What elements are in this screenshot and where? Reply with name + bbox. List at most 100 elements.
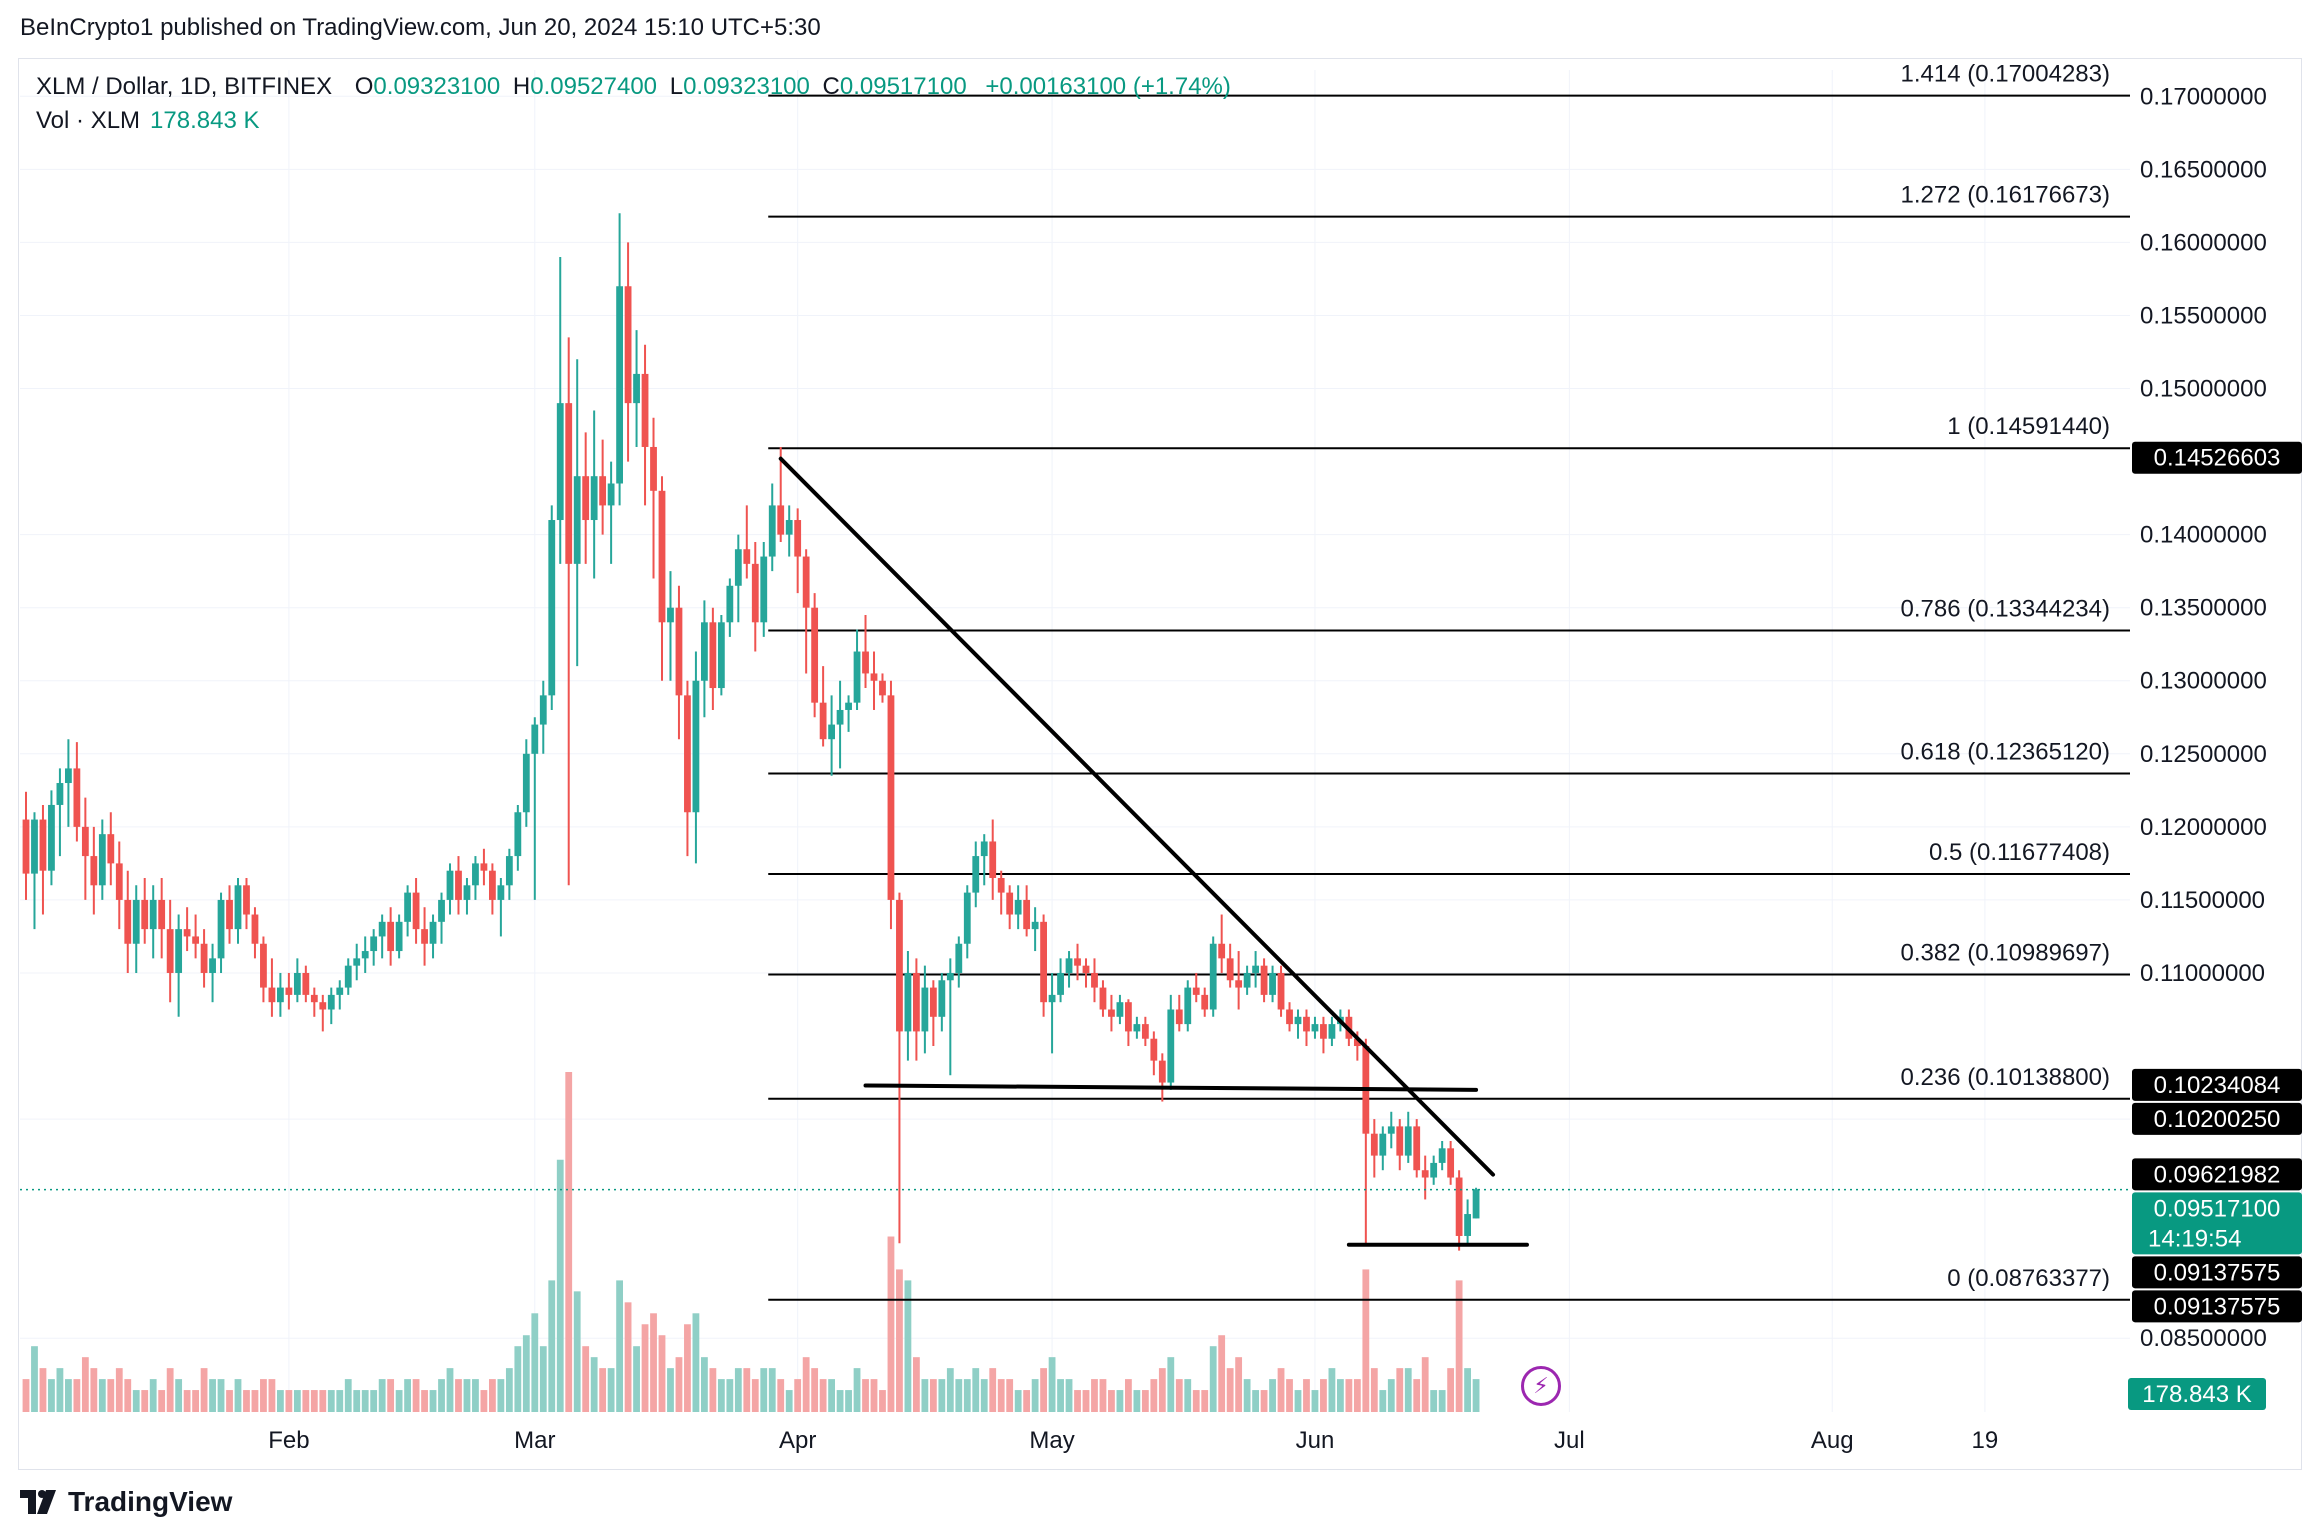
- volume-bar: [124, 1379, 132, 1412]
- candle-body: [395, 921, 403, 952]
- volume-bar: [22, 1379, 30, 1412]
- volume-bar: [1328, 1368, 1336, 1412]
- candle-body: [624, 286, 632, 404]
- volume-bar: [81, 1357, 89, 1412]
- candle-body: [438, 899, 445, 922]
- candle-body: [489, 870, 496, 900]
- candle-body: [336, 987, 344, 995]
- candle-body: [913, 972, 920, 1032]
- candle-body: [1226, 958, 1234, 981]
- close-value: 0.09517100: [839, 73, 967, 100]
- candle-body: [132, 899, 140, 944]
- candle-body: [582, 476, 590, 521]
- candle-body: [1006, 892, 1014, 915]
- volume-label: Vol · XLM: [36, 107, 141, 134]
- price-badge-label: 0.09517100: [2154, 1195, 2281, 1222]
- volume-bar: [200, 1368, 208, 1412]
- y-tick-label: 0.16000000: [2140, 229, 2267, 256]
- high-value: 0.09527400: [530, 73, 658, 100]
- lightning-icon[interactable]: ⚡: [1521, 1366, 1561, 1406]
- candle-body: [1413, 1126, 1421, 1171]
- candle-body: [794, 520, 802, 557]
- candle-body: [1074, 958, 1081, 966]
- candle-body: [658, 490, 666, 623]
- volume-bar: [896, 1269, 903, 1412]
- candle-body: [921, 987, 929, 1032]
- candle-body: [115, 863, 123, 900]
- volume-bar: [870, 1379, 878, 1412]
- volume-bar: [1116, 1390, 1124, 1412]
- tradingview-brand: TradingView: [68, 1486, 233, 1517]
- y-tick-label: 0.13000000: [2140, 668, 2267, 695]
- price-badge: [2132, 1102, 2302, 1135]
- x-tick-label: Feb: [268, 1427, 309, 1454]
- volume-bar: [1082, 1390, 1090, 1412]
- volume-bar: [412, 1379, 420, 1412]
- volume-bar: [1421, 1357, 1429, 1412]
- x-tick-label: Jul: [1554, 1427, 1585, 1454]
- candle-body: [548, 520, 556, 696]
- candle-body: [904, 972, 912, 1032]
- volume-bar: [955, 1379, 963, 1412]
- candle-body: [667, 607, 674, 623]
- candle-body: [505, 856, 513, 886]
- volume-bar: [107, 1379, 115, 1412]
- candle-body: [1311, 1024, 1319, 1032]
- candle-body: [785, 520, 793, 535]
- chart-frame[interactable]: [18, 58, 2302, 1470]
- volume-bar: [1455, 1280, 1463, 1412]
- volume-bar: [183, 1390, 191, 1412]
- volume-bar: [1141, 1390, 1149, 1412]
- candle-body: [573, 476, 581, 564]
- fib-level-label: 1.272 (0.16176673): [1900, 182, 2110, 209]
- volume-bar: [1167, 1357, 1175, 1412]
- volume-bar: [1048, 1357, 1056, 1412]
- volume-bar: [1396, 1368, 1404, 1412]
- volume-bar: [1303, 1379, 1310, 1412]
- volume-bar: [192, 1390, 199, 1412]
- volume-bar: [1158, 1368, 1166, 1412]
- candle-body: [412, 892, 420, 930]
- volume-bar: [1447, 1368, 1455, 1412]
- candle-body: [497, 885, 505, 900]
- candle-body: [1082, 965, 1090, 973]
- volume-bar: [472, 1379, 479, 1412]
- candle-body: [1201, 994, 1209, 1010]
- x-tick-label: Jun: [1296, 1427, 1335, 1454]
- candle-body: [980, 841, 988, 857]
- candle-body: [1091, 972, 1098, 988]
- candles: [22, 213, 1480, 1251]
- volume-bar: [734, 1368, 742, 1412]
- volume-bar: [31, 1346, 38, 1412]
- publisher-line: BeInCrypto1 published on TradingView.com…: [20, 14, 821, 41]
- candle-body: [107, 834, 115, 864]
- volume-bar: [293, 1390, 301, 1412]
- volume-bar: [438, 1379, 445, 1412]
- candle-body: [1286, 1009, 1293, 1025]
- candle-body: [1320, 1024, 1327, 1039]
- volume-bar: [48, 1379, 55, 1412]
- volume-bar: [1150, 1379, 1158, 1412]
- candle-body: [1438, 1148, 1446, 1163]
- candle-body: [39, 819, 47, 871]
- candle-body: [845, 702, 852, 710]
- candle-body: [1184, 987, 1192, 1025]
- volume-bar: [344, 1379, 352, 1412]
- volume-bar: [115, 1368, 123, 1412]
- candle-body: [1370, 1133, 1378, 1156]
- candle-body: [285, 987, 293, 995]
- candle-body: [251, 914, 259, 944]
- volume-bar: [353, 1390, 361, 1412]
- candle-body: [90, 856, 98, 886]
- volume-bar: [904, 1280, 912, 1412]
- symbol-title: XLM / Dollar, 1D, BITFINEX: [36, 73, 333, 100]
- volume-badge-label: 178.843 K: [2142, 1381, 2251, 1408]
- candle-body: [1269, 972, 1276, 995]
- volume-bar: [853, 1368, 861, 1412]
- time-axis: Feb Mar Apr May Jun Jul Aug 19: [268, 1427, 1998, 1454]
- volume-badge: [2128, 1378, 2266, 1410]
- candle-body: [862, 651, 869, 674]
- volume-bar: [997, 1379, 1005, 1412]
- y-tick-label: 0.14000000: [2140, 522, 2267, 549]
